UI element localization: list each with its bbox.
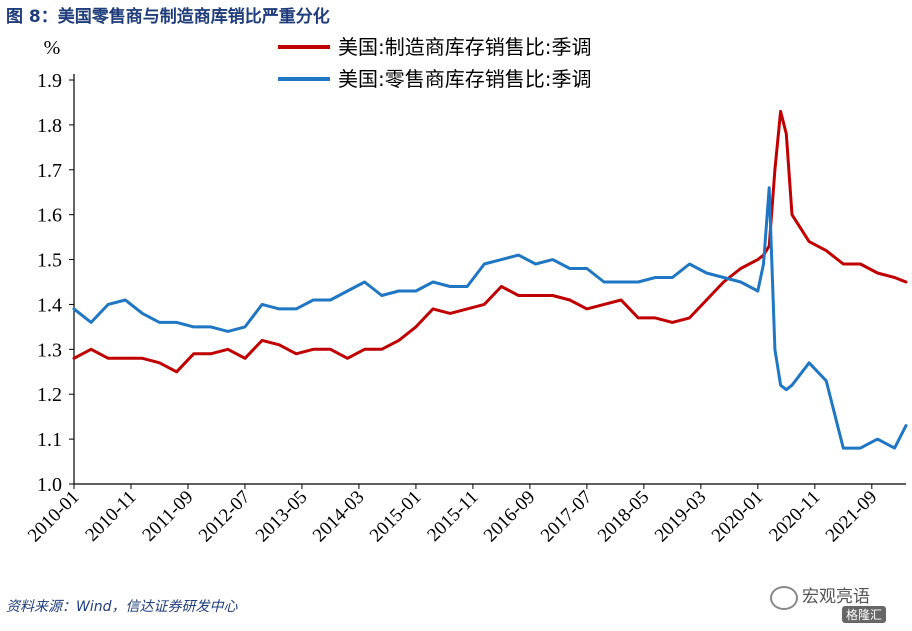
source-note: 资料来源：Wind，信达证券研发中心: [6, 599, 238, 615]
figure-title: 图 8：美国零售商与制造商库销比严重分化: [6, 7, 330, 27]
x-tick-label: 2021-09: [822, 487, 882, 547]
x-tick-label: 2019-03: [651, 487, 711, 547]
y-tick-label: 1.5: [37, 250, 62, 272]
x-tick-label: 2011-09: [138, 487, 197, 546]
x-tick-label: 2020-01: [708, 487, 768, 547]
x-tick-label: 2016-09: [480, 487, 540, 547]
y-tick-label: 1.0: [37, 474, 62, 496]
series-layer: [72, 109, 908, 450]
x-tick-label: 2015-01: [366, 487, 426, 547]
y-tick-label: 1.4: [37, 294, 62, 316]
watermark: 宏观亮语 格隆汇: [770, 580, 910, 628]
y-tick-label: 1.1: [37, 429, 62, 451]
x-tick-label: 2010-11: [81, 487, 140, 546]
y-tick-label: 1.8: [37, 115, 62, 137]
x-tick-label: 2020-11: [765, 487, 824, 546]
legend-label-1: 美国:零售商库存销售比:季调: [338, 67, 591, 91]
x-tick-label: 2017-07: [537, 487, 597, 547]
x-axis: 2010-012010-112011-092012-072013-052014-…: [24, 483, 906, 547]
watermark-brand: 宏观亮语: [802, 587, 870, 607]
y-tick-label: 1.9: [37, 70, 62, 92]
unit-label: %: [44, 37, 61, 59]
y-tick-label: 1.3: [37, 339, 62, 361]
x-tick-label: 2018-05: [594, 487, 654, 547]
y-tick-label: 1.7: [37, 160, 62, 182]
watermark-badge: 格隆汇: [842, 606, 887, 623]
y-axis: 1.0 1.1 1.2 1.3 1.4 1.5 1.6 1.7 1.8 1.9: [37, 70, 75, 496]
x-tick-label: 2015-11: [423, 487, 482, 546]
x-tick-label: 2014-03: [309, 487, 369, 547]
series-line-0: [72, 109, 908, 374]
y-tick-label: 1.2: [37, 384, 62, 406]
y-tick-label: 1.6: [37, 205, 62, 227]
x-tick-label: 2012-07: [195, 487, 255, 547]
x-tick-label: 2013-05: [252, 487, 312, 547]
wechat-icon: [770, 586, 798, 610]
series-line-1: [72, 186, 908, 450]
legend-label-0: 美国:制造商库存销售比:季调: [338, 35, 591, 59]
